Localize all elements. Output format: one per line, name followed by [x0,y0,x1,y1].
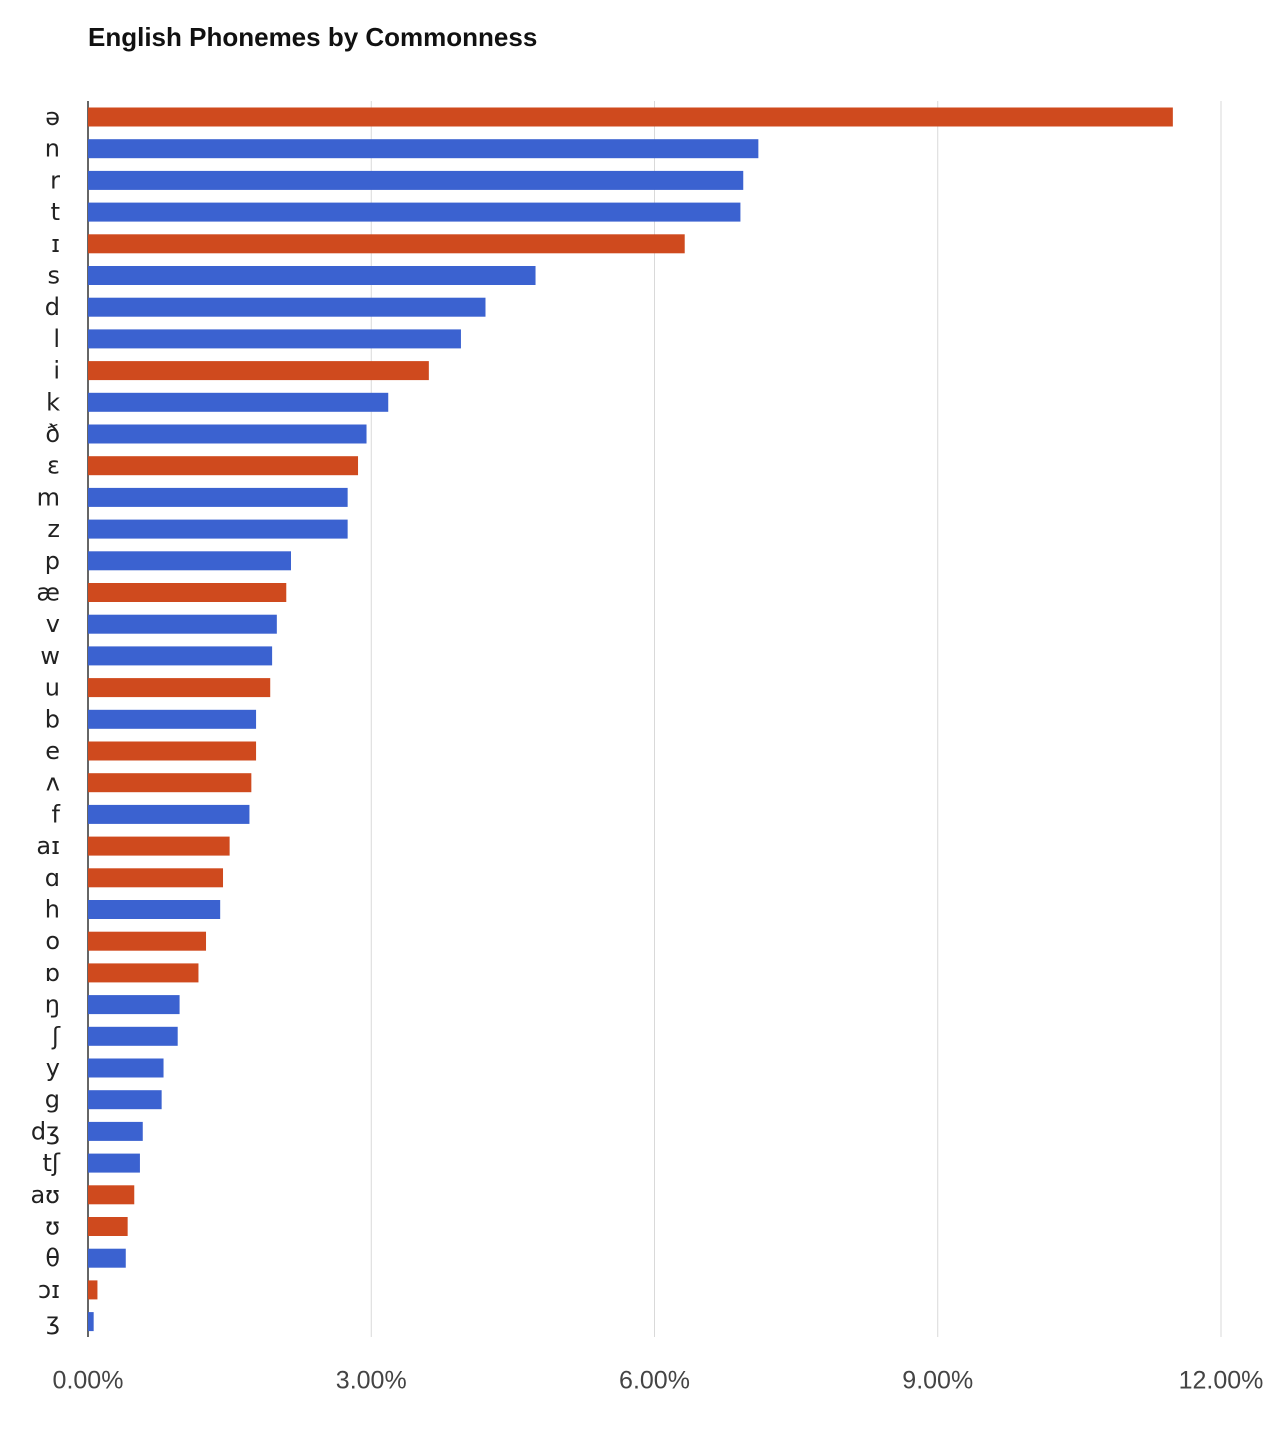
bar [88,1058,164,1078]
category-label: r [50,166,60,194]
bar [88,963,199,983]
bar [88,487,348,507]
bar [88,519,348,539]
category-label: n [45,135,60,163]
x-tick-label: 0.00% [53,1367,124,1395]
bar [88,297,486,317]
bar [88,709,257,729]
category-label: d [45,293,60,321]
bar [88,392,389,412]
bar [88,1312,94,1332]
category-label: w [40,642,60,670]
bar [88,1026,178,1046]
category-label: ʃ [51,1022,61,1050]
category-label: o [45,927,60,955]
bar [88,583,287,602]
bar [88,900,221,919]
bar [88,424,367,444]
category-label: g [45,1086,60,1114]
x-tick-label: 9.00% [902,1367,973,1395]
category-label: dʒ [31,1117,60,1145]
category-label: v [46,610,60,638]
category-label: b [45,705,60,733]
bar [88,329,461,349]
chart-title: English Phonemes by Commonness [88,22,538,52]
bar [88,170,744,190]
category-label: ɒ [45,959,60,987]
bar [88,361,429,381]
bar [88,931,207,951]
bar [88,646,273,666]
bar [88,995,180,1015]
bar [88,1217,128,1236]
category-label: ŋ [45,991,60,1019]
bar [88,1153,140,1173]
bar [88,139,759,159]
bar [88,456,359,476]
category-label: t [51,198,60,226]
category-label: m [37,483,60,511]
category-label: ʊ [45,1213,60,1241]
category-label: ɪ [51,230,60,258]
x-tick-label: 3.00% [336,1367,407,1395]
category-label: ʌ [46,769,60,797]
x-tick-label: 12.00% [1179,1367,1264,1395]
category-label: ɛ [47,452,60,480]
category-label: ə [45,103,60,131]
category-label: ɑ [45,864,60,892]
x-axis-ticks: 0.00% 3.00% 6.00% 9.00% 12.00% [53,1367,1264,1395]
bar [88,551,291,571]
bar [88,107,1173,127]
bars [88,107,1173,1332]
bar [88,1121,143,1141]
x-tick-label: 6.00% [619,1367,690,1395]
category-label: ɔɪ [38,1276,60,1304]
bar [88,1280,98,1300]
category-label: y [46,1054,60,1082]
category-label: æ [36,579,60,607]
bar [88,773,252,793]
category-label: f [52,800,61,828]
category-label: s [47,262,60,290]
bar [88,202,741,222]
bar [88,836,230,856]
category-label: h [45,896,60,924]
category-label: e [45,737,60,765]
bar [88,678,271,698]
bar [88,1248,126,1268]
category-label: ʒ [46,1308,60,1336]
category-label: k [46,388,60,416]
category-label: aʊ [30,1181,60,1209]
bar [88,868,224,888]
category-label: z [47,515,60,543]
bar [88,804,250,824]
gridlines [87,101,1222,1337]
category-label: i [53,357,60,385]
bar [88,266,536,285]
bar [88,741,257,761]
category-label: θ [45,1244,60,1272]
category-label: p [45,547,60,575]
category-label: u [45,674,60,702]
category-label: l [53,325,60,353]
bar [88,1185,135,1205]
category-label: aɪ [36,832,60,860]
bar [88,1090,162,1110]
bar [88,614,277,634]
category-label: ð [45,420,60,448]
bar [88,234,685,254]
category-label: tʃ [43,1149,61,1177]
